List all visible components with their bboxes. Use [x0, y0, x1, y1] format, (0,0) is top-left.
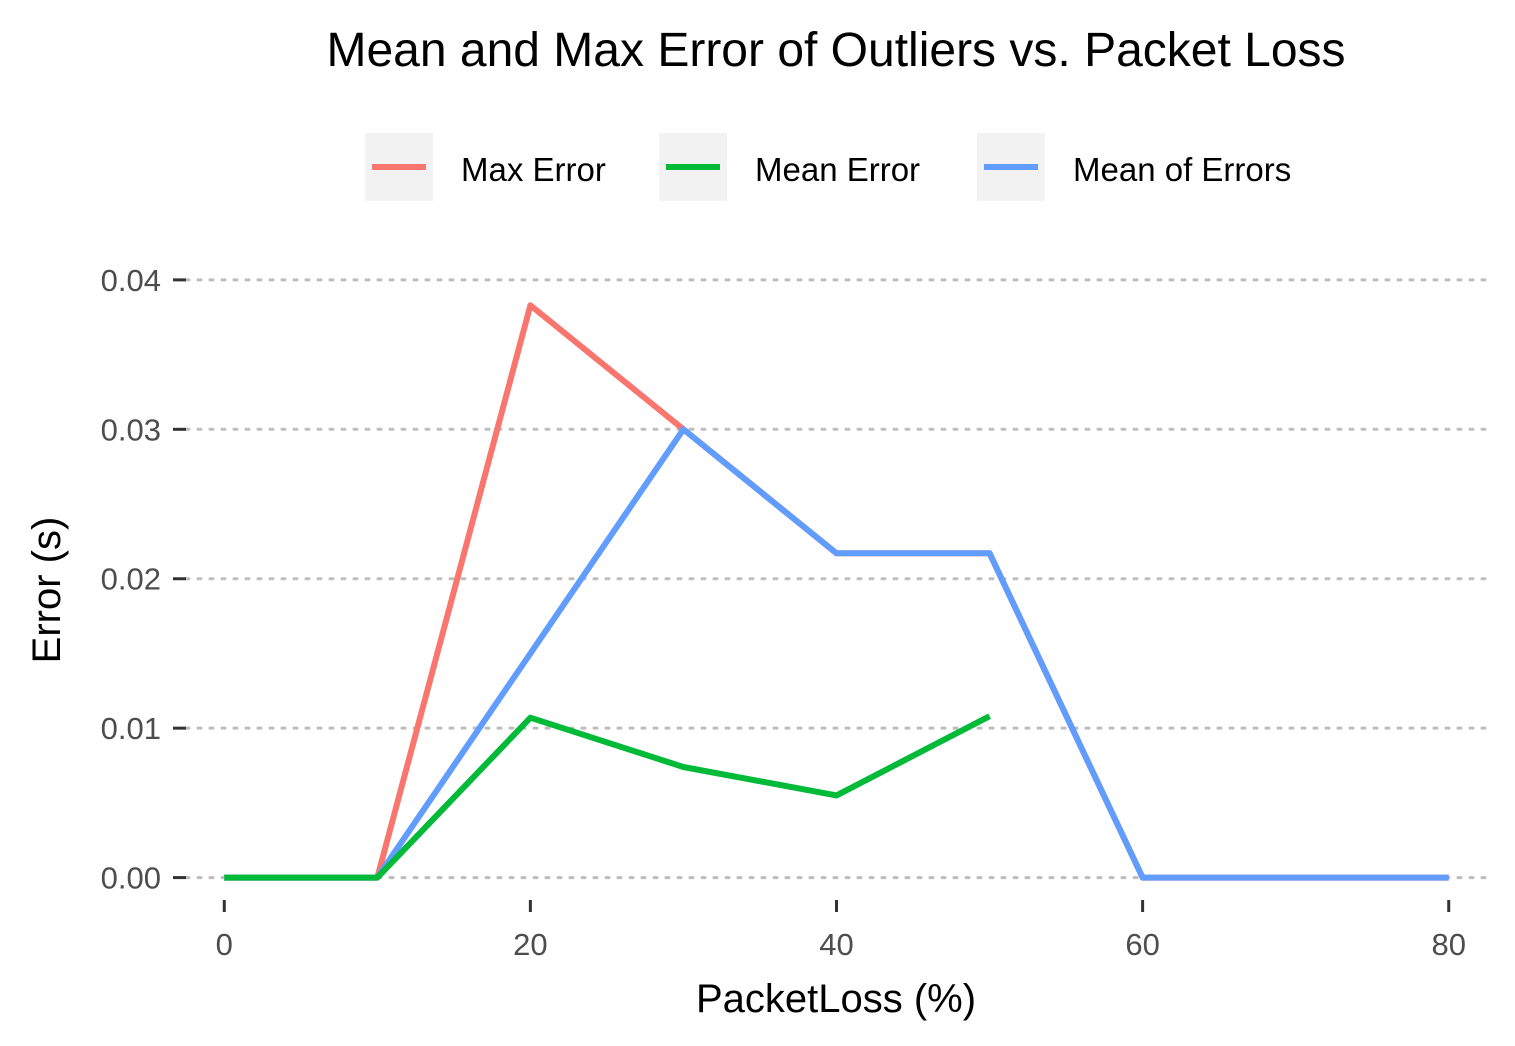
- x-tick-label: 80: [1431, 927, 1465, 962]
- series-line-max-error: [224, 302, 1449, 881]
- x-tick-label: 20: [513, 927, 547, 962]
- legend-item: Mean of Errors: [977, 133, 1291, 201]
- x-tick-label: 0: [216, 927, 233, 962]
- y-axis-title: Error (s): [25, 517, 69, 664]
- legend-item: Mean Error: [659, 133, 920, 201]
- legend-label: Max Error: [461, 151, 606, 188]
- y-tick-label: 0.03: [101, 412, 161, 447]
- series-lines: [224, 302, 1449, 881]
- y-tick-label: 0.00: [101, 861, 161, 896]
- y-axis: 0.00 0.01 0.02 0.03 0.04: [101, 263, 186, 896]
- x-axis: 0 20 40 60 80: [216, 900, 1466, 962]
- x-tick-label: 40: [819, 927, 853, 962]
- y-tick-label: 0.01: [101, 711, 161, 746]
- legend-label: Mean Error: [755, 151, 920, 188]
- legend-label: Mean of Errors: [1073, 151, 1291, 188]
- series-line-mean-of-errors: [224, 426, 1449, 881]
- x-axis-title: PacketLoss (%): [696, 977, 976, 1021]
- grid: [184, 278, 1489, 880]
- y-tick-label: 0.02: [101, 562, 161, 597]
- x-tick-label: 60: [1125, 927, 1159, 962]
- y-tick-label: 0.04: [101, 263, 161, 298]
- chart-title: Mean and Max Error of Outliers vs. Packe…: [326, 24, 1345, 77]
- series-line-mean-error: [224, 713, 991, 881]
- legend: Max Error Mean Error Mean of Errors: [365, 133, 1291, 201]
- legend-item: Max Error: [365, 133, 606, 201]
